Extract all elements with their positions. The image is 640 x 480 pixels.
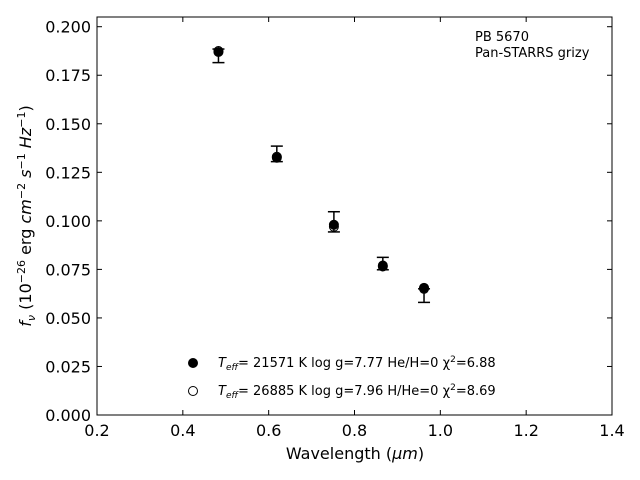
annotation-object: PB 5670: [475, 30, 529, 45]
y-tick-label: 0.125: [45, 163, 91, 182]
x-tick-label: 1.4: [599, 421, 624, 440]
y-tick-label: 0.200: [45, 18, 91, 37]
x-tick-label: 0.2: [84, 421, 109, 440]
model-point-open: [213, 45, 224, 56]
error-bars: [212, 48, 431, 304]
model-point-open: [419, 283, 430, 294]
model-point-open: [328, 221, 339, 232]
x-tick-label: 0.6: [256, 421, 281, 440]
data-points: [213, 45, 430, 294]
legend: Teff= 21571 K log g=7.77 He/H=0 χ2=6.88 …: [188, 355, 496, 401]
y-axis-label: fν (10−26 erg cm−2 s−1 Hz−1): [15, 105, 38, 326]
y-tick-label: 0.050: [45, 309, 91, 328]
y-tick-label: 0.000: [45, 406, 91, 425]
legend-marker-filled: [188, 358, 198, 368]
y-tick-label: 0.100: [45, 212, 91, 231]
y-tick-label: 0.075: [45, 260, 91, 279]
y-tick-label: 0.025: [45, 357, 91, 376]
y-axis: 0.000 0.025 0.050 0.075 0.100 0.125 0.150 0.175…: [45, 18, 612, 425]
y-tick-label: 0.175: [45, 66, 91, 85]
legend-entry-2: Teff= 26885 K log g=7.96 H/He=0 χ2=8.69: [218, 383, 496, 401]
legend-entry-1: Teff= 21571 K log g=7.77 He/H=0 χ2=6.88: [218, 355, 496, 373]
annotation-survey: Pan-STARRS grizy: [475, 46, 590, 61]
legend-marker-open: [188, 386, 198, 396]
model-point-open: [377, 261, 388, 272]
x-axis: 0.2 0.4 0.6 0.8 1.0 1.2 1.4: [84, 17, 625, 440]
y-tick-label: 0.150: [45, 115, 91, 134]
x-tick-label: 0.4: [170, 421, 195, 440]
x-tick-label: 0.8: [342, 421, 367, 440]
x-tick-label: 1.0: [428, 421, 453, 440]
x-tick-label: 1.2: [513, 421, 538, 440]
x-axis-label: Wavelength (μm): [286, 444, 424, 463]
model-point-open: [271, 151, 282, 162]
